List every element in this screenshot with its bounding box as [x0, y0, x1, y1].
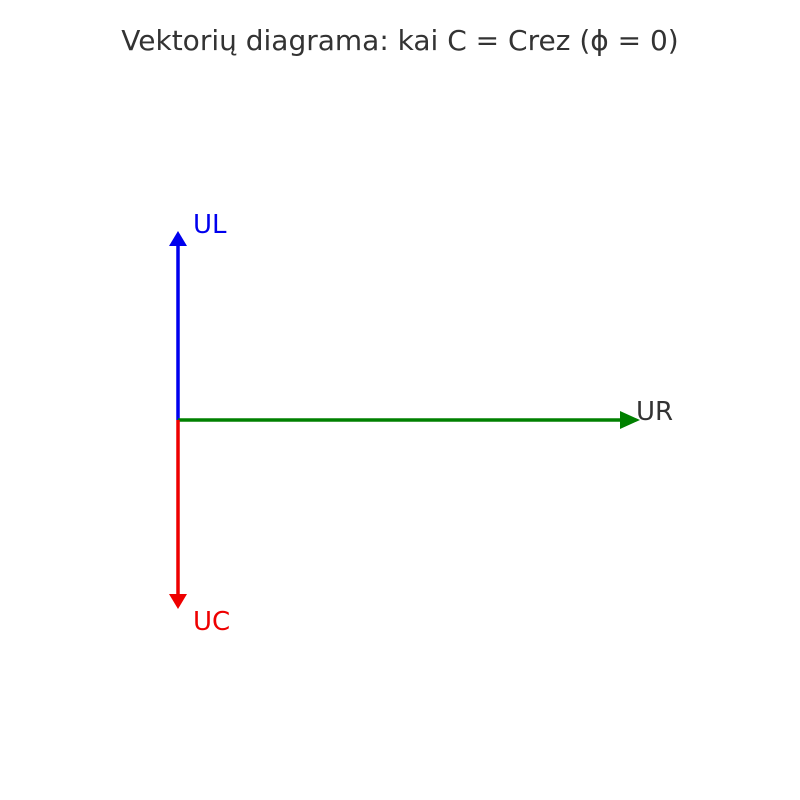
vector-ul: UL: [169, 210, 227, 420]
vector-uc-arrowhead: [169, 594, 187, 609]
diagram-title: Vektorių diagrama: kai C = Crez (ϕ = 0): [121, 24, 679, 57]
vector-ur-arrowhead: [620, 411, 640, 429]
vector-ul-label: UL: [193, 210, 227, 240]
vector-ur: UR: [178, 397, 673, 429]
vector-uc-label: UC: [193, 607, 230, 637]
vector-uc: UC: [169, 420, 230, 637]
vector-ul-arrowhead: [169, 231, 187, 246]
vector-ur-label: UR: [636, 397, 673, 427]
